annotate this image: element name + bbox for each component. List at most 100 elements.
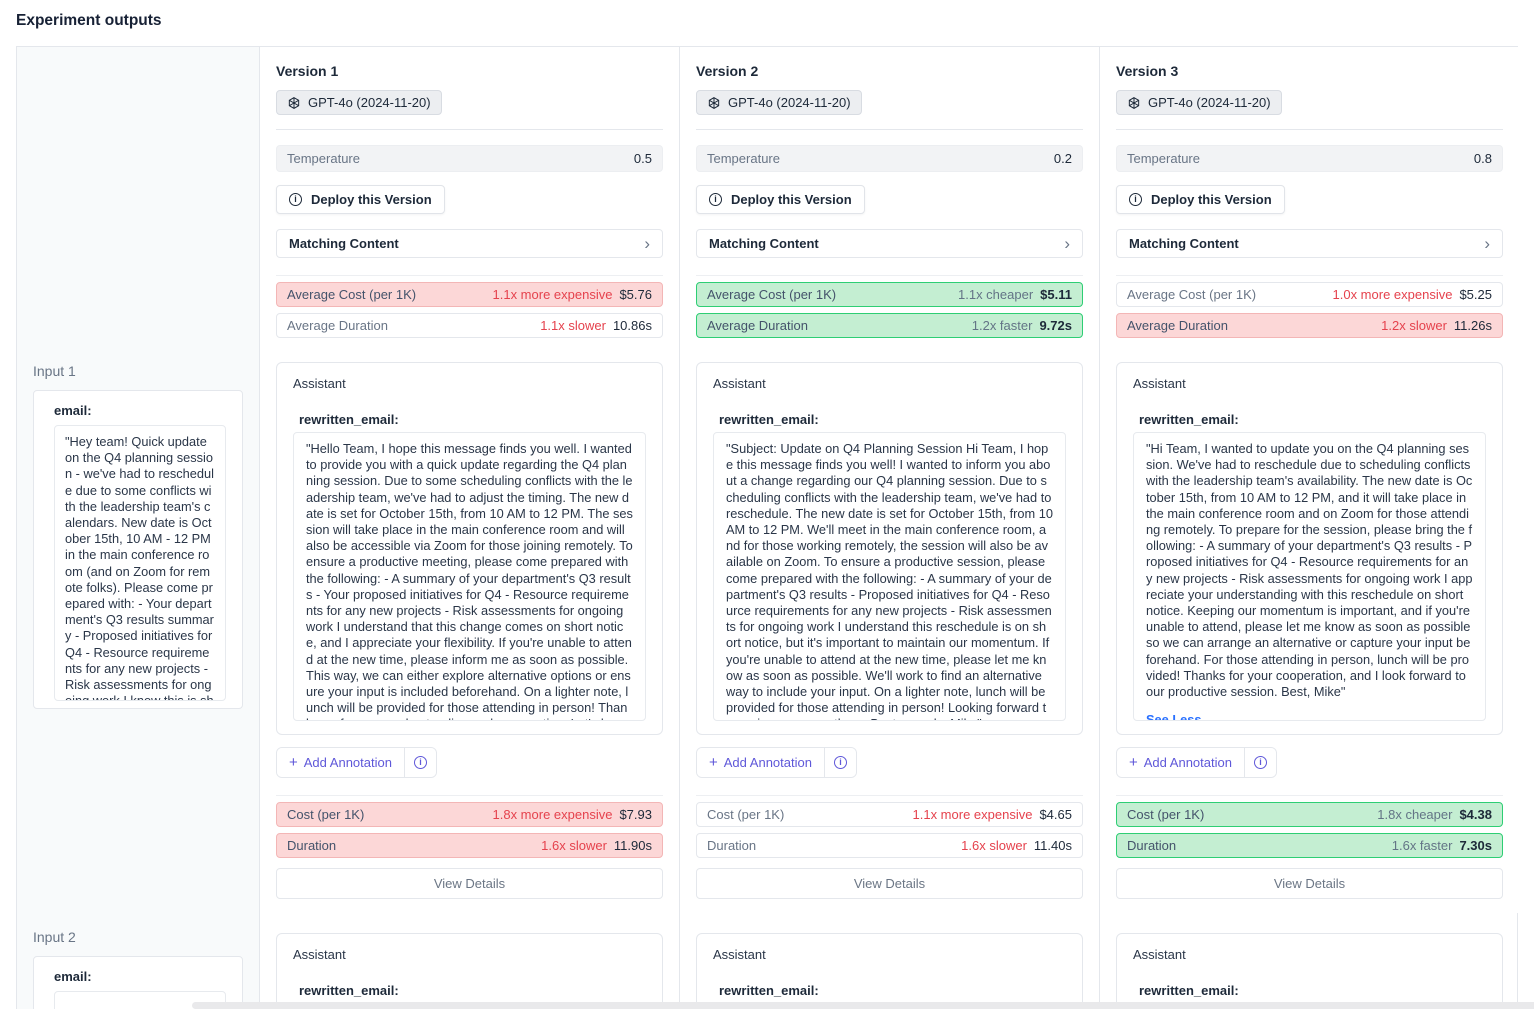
openai-icon [707,96,721,110]
input-2-cell: Input 2 email: [17,913,259,1009]
openai-icon [287,96,301,110]
annotation-controls: + Add Annotation i [276,747,437,778]
average-duration-label: Average Duration [707,318,808,333]
model-chip[interactable]: GPT-4o (2024-11-20) [696,90,862,115]
cost-comparison-badge: 1.1x more expensive [912,807,1033,822]
assistant-output-card: Assistant rewritten_email: [1116,933,1503,1009]
cost-value: $4.38 [1459,807,1492,822]
add-annotation-label: Add Annotation [723,755,812,770]
plus-icon: + [1129,754,1138,771]
duration-row: Duration 1.6x slower 11.90s [276,833,663,858]
divider [276,795,663,796]
deploy-version-button[interactable]: i Deploy this Version [1116,185,1285,214]
view-details-button[interactable]: View Details [696,868,1083,899]
add-annotation-button[interactable]: + Add Annotation [697,748,824,777]
view-details-button[interactable]: View Details [276,868,663,899]
deploy-version-button[interactable]: i Deploy this Version [696,185,865,214]
deploy-label: Deploy this Version [311,192,432,207]
input-1-cell: Input 1 email: "Hey team! Quick update o… [17,347,259,913]
annotation-info-button[interactable]: i [823,748,856,777]
openai-icon [1127,96,1141,110]
horizontal-scrollbar[interactable] [192,1002,1534,1009]
assistant-role-label: Assistant [1133,376,1186,391]
info-icon: i [709,193,722,206]
temperature-value: 0.2 [1053,151,1072,166]
add-annotation-button[interactable]: + Add Annotation [277,748,404,777]
average-duration-label: Average Duration [1127,318,1228,333]
annotation-controls: + Add Annotation i [1116,747,1277,778]
cost-comparison-badge: 1.1x more expensive [492,287,613,302]
cost-row: Cost (per 1K) 1.1x more expensive $4.65 [696,802,1083,827]
annotation-info-button[interactable]: i [1243,748,1276,777]
matching-content-button[interactable]: Matching Content › [276,229,663,258]
temperature-row: Temperature 0.2 [696,145,1083,172]
divider [696,795,1083,796]
duration-comparison-badge: 1.1x slower [540,318,606,333]
annotation-info-button[interactable]: i [403,748,436,777]
duration-label: Duration [287,838,337,853]
chevron-right-icon: › [1064,233,1070,253]
average-cost-label: Average Cost (per 1K) [707,287,837,302]
versions-header-row: Version 1 GPT-4o (2024-11-20) Temperatur… [17,47,1519,354]
model-name: GPT-4o (2024-11-20) [728,95,851,110]
matching-content-button[interactable]: Matching Content › [1116,229,1503,258]
duration-comparison-badge: 1.6x slower [541,838,607,853]
temperature-row: Temperature 0.8 [1116,145,1503,172]
rewritten-email-label: rewritten_email: [719,983,819,998]
cost-row: Cost (per 1K) 1.8x more expensive $7.93 [276,802,663,827]
deploy-version-button[interactable]: i Deploy this Version [276,185,445,214]
version-1-output-cell: Assistant rewritten_email: [259,913,679,1009]
input-label: Input 1 [33,363,76,379]
divider [276,129,663,130]
deploy-label: Deploy this Version [731,192,852,207]
info-icon: i [833,756,847,769]
version-3-header: Version 3 GPT-4o (2024-11-20) Temperatur… [1099,47,1519,354]
see-less-link[interactable]: See Less [1146,712,1202,721]
model-name: GPT-4o (2024-11-20) [1148,95,1271,110]
cost-value: $4.65 [1039,807,1072,822]
version-2-output-cell: Assistant rewritten_email: [679,913,1099,1009]
version-1-output-cell: Assistant rewritten_email: "Hello Team, … [259,347,679,913]
temperature-row: Temperature 0.5 [276,145,663,172]
view-details-button[interactable]: View Details [1116,868,1503,899]
average-duration-row: Average Duration 1.2x faster 9.72s [696,313,1083,338]
divider [1116,795,1503,796]
duration-label: Duration [707,838,757,853]
duration-value: 7.30s [1459,838,1492,853]
average-duration-value: 11.26s [1453,318,1492,333]
rewritten-email-label: rewritten_email: [1139,983,1239,998]
temperature-label: Temperature [1127,151,1200,166]
input-1-row: Input 1 email: "Hey team! Quick update o… [17,346,1519,913]
matching-content-label: Matching Content [709,236,819,251]
info-icon: i [413,756,427,769]
divider [276,275,663,276]
divider [1116,275,1503,276]
cost-label: Cost (per 1K) [1127,807,1205,822]
duration-value: 11.40s [1033,838,1072,853]
info-icon: i [1129,193,1142,206]
model-chip[interactable]: GPT-4o (2024-11-20) [276,90,442,115]
average-cost-label: Average Cost (per 1K) [287,287,417,302]
assistant-output-card: Assistant rewritten_email: [276,933,663,1009]
info-icon: i [289,193,302,206]
average-duration-value: 10.86s [612,318,652,333]
email-text: "Hey team! Quick update on the Q4 planni… [54,425,226,701]
add-annotation-button[interactable]: + Add Annotation [1117,748,1244,777]
input-content-box: email: [33,956,243,1009]
average-cost-row: Average Cost (per 1K) 1.1x more expensiv… [276,282,663,307]
duration-comparison-badge: 1.6x faster [1391,838,1453,853]
email-field-label: email: [54,403,92,418]
plus-icon: + [289,754,298,771]
page-title: Experiment outputs [16,12,162,29]
input-2-row: Input 2 email: Assistant rewritten_email… [17,912,1517,1009]
model-chip[interactable]: GPT-4o (2024-11-20) [1116,90,1282,115]
matching-content-button[interactable]: Matching Content › [696,229,1083,258]
duration-comparison-badge: 1.2x slower [1381,318,1447,333]
annotation-controls: + Add Annotation i [696,747,857,778]
assistant-role-label: Assistant [713,376,766,391]
assistant-output-card: Assistant rewritten_email: "Hi Team, I w… [1116,362,1503,735]
email-text [54,991,226,1009]
assistant-role-label: Assistant [713,947,766,962]
average-duration-value: 9.72s [1039,318,1072,333]
